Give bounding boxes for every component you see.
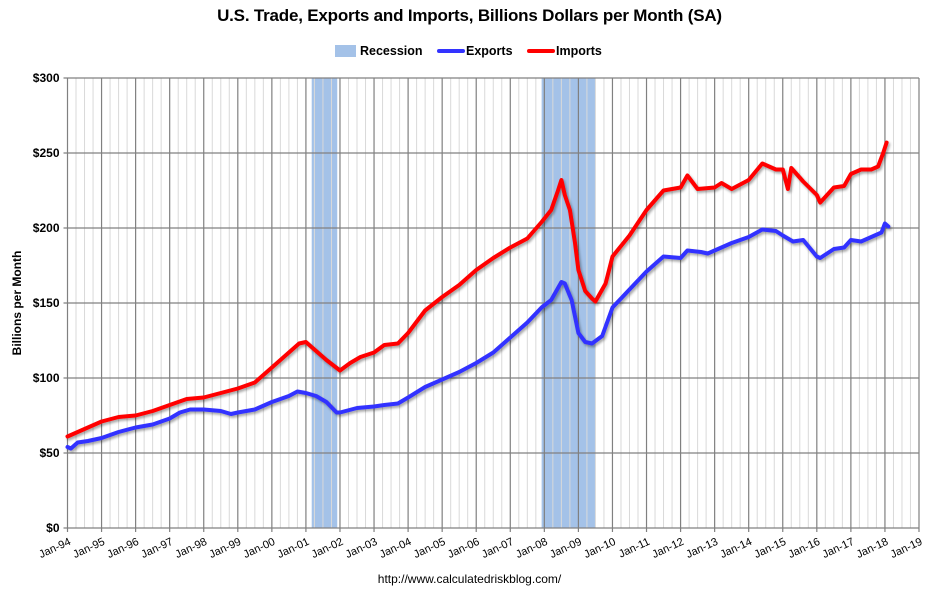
- x-tick-label: Jan-01: [276, 536, 312, 561]
- x-tick-label: Jan-14: [718, 536, 754, 561]
- x-tick-label: Jan-04: [378, 536, 414, 561]
- legend-recession-label: Recession: [360, 44, 423, 58]
- imports-line: [65, 140, 889, 439]
- x-tick-label: Jan-11: [617, 536, 652, 561]
- x-tick-label: Jan-97: [139, 536, 175, 561]
- exports-line: [65, 221, 891, 451]
- y-tick-label: $300: [33, 71, 60, 85]
- x-tick-label: Jan-99: [208, 536, 244, 561]
- axes: $0$50$100$150$200$250$300Jan-94Jan-95Jan…: [33, 71, 924, 561]
- x-tick-label: Jan-09: [548, 536, 584, 561]
- x-tick-label: Jan-00: [242, 536, 278, 561]
- x-tick-label: Jan-98: [173, 536, 209, 561]
- chart-title: U.S. Trade, Exports and Imports, Billion…: [217, 6, 722, 25]
- legend-recession: Recession: [335, 42, 423, 60]
- legend-imports: Imports: [527, 42, 602, 60]
- x-tick-label: Jan-10: [582, 536, 618, 561]
- x-tick-label: Jan-95: [71, 536, 107, 561]
- x-tick-label: Jan-06: [446, 536, 482, 561]
- imports-line-swatch-icon: [527, 49, 555, 53]
- y-tick-label: $0: [46, 521, 60, 535]
- x-tick-label: Jan-08: [514, 536, 550, 561]
- x-tick-label: Jan-05: [412, 536, 448, 561]
- x-tick-label: Jan-19: [889, 536, 925, 561]
- y-tick-label: $50: [39, 446, 59, 460]
- y-tick-label: $250: [33, 146, 60, 160]
- data-series: [65, 140, 891, 451]
- x-tick-label: Jan-18: [855, 536, 891, 561]
- y-tick-label: $100: [33, 371, 60, 385]
- source-url: http://www.calculatedriskblog.com/: [377, 572, 562, 586]
- y-tick-label: $200: [33, 221, 60, 235]
- legend-exports: Exports: [437, 42, 513, 60]
- x-tick-label: Jan-96: [105, 536, 141, 561]
- exports-line-swatch-icon: [437, 49, 465, 53]
- y-tick-label: $150: [33, 296, 60, 310]
- x-tick-label: Jan-07: [480, 536, 516, 561]
- gridlines: [63, 77, 920, 532]
- x-tick-label: Jan-12: [650, 536, 686, 561]
- recession-swatch-icon: [335, 45, 356, 57]
- legend: Recession Exports Imports: [0, 42, 939, 60]
- x-tick-label: Jan-13: [684, 536, 720, 561]
- x-tick-label: Jan-16: [787, 536, 823, 561]
- x-tick-label: Jan-17: [821, 536, 857, 561]
- x-tick-label: Jan-02: [310, 536, 346, 561]
- x-tick-label: Jan-15: [752, 536, 788, 561]
- legend-exports-label: Exports: [466, 44, 513, 58]
- x-tick-label: Jan-03: [344, 536, 380, 561]
- legend-imports-label: Imports: [556, 44, 602, 58]
- x-tick-label: Jan-94: [37, 536, 73, 561]
